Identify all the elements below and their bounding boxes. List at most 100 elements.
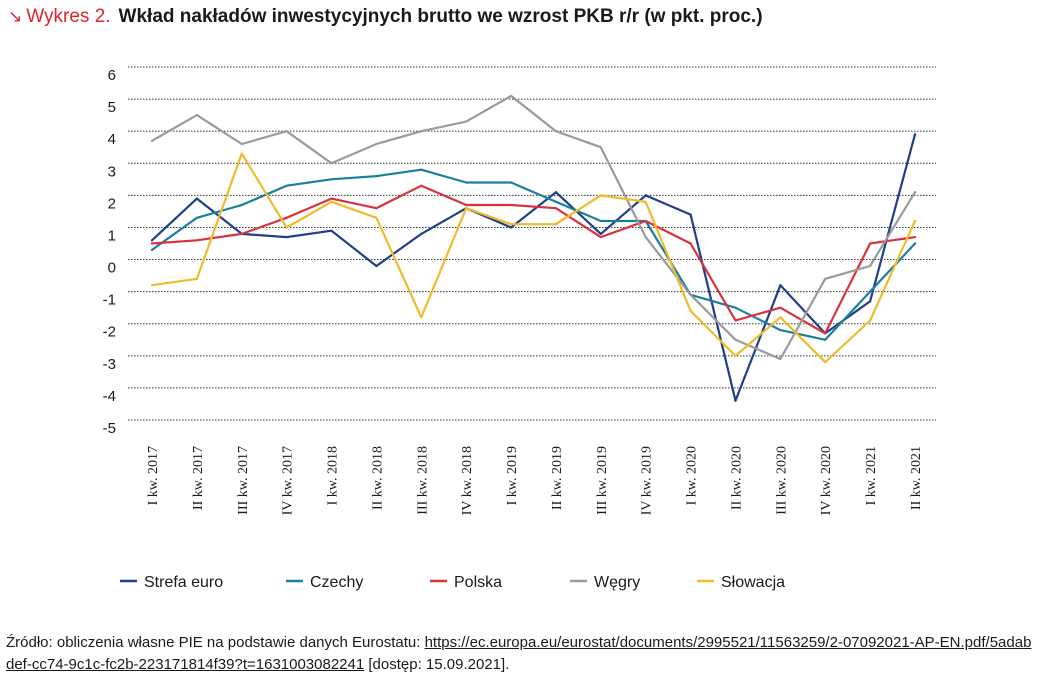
data-point <box>150 248 154 252</box>
y-tick-label: 1 <box>108 227 116 244</box>
data-point <box>465 181 468 184</box>
y-tick-label: 2 <box>108 195 116 212</box>
x-tick-label: IV kw. 2020 <box>819 446 834 515</box>
data-point <box>330 197 333 200</box>
data-point <box>509 94 513 97</box>
data-point <box>913 191 917 194</box>
x-tick-label: I kw. 2019 <box>505 446 520 505</box>
data-point <box>465 203 468 207</box>
data-point <box>599 235 602 239</box>
data-point <box>779 357 782 361</box>
data-point <box>195 239 198 242</box>
y-tick-label: 4 <box>108 131 116 148</box>
x-tick-label: III kw. 2020 <box>774 446 789 515</box>
x-tick-label: II kw. 2018 <box>370 446 385 510</box>
source-prefix: Źródło: obliczenia własne PIE na podstaw… <box>6 634 425 651</box>
y-tick-label: -2 <box>103 324 116 341</box>
data-point <box>824 332 827 335</box>
x-tick-label: IV kw. 2018 <box>460 446 475 515</box>
data-point <box>285 235 288 239</box>
series-line-polska <box>150 184 917 335</box>
y-tick-label: 5 <box>108 99 116 116</box>
data-point <box>779 329 782 332</box>
data-point <box>734 306 737 309</box>
legend-label: Słowacja <box>721 574 785 591</box>
data-point <box>644 194 647 197</box>
data-point <box>689 213 692 216</box>
legend-label: Czechy <box>310 574 363 591</box>
x-tick-label: I kw. 2021 <box>864 446 879 505</box>
data-point <box>734 354 737 357</box>
data-point <box>869 264 872 268</box>
data-point <box>734 338 737 341</box>
x-axis-ticks: I kw. 2017 II kw. 2017 III kw. 2017 IV kw. … <box>146 446 924 515</box>
data-point <box>150 239 154 242</box>
x-tick-label: II kw. 2021 <box>909 446 924 510</box>
data-point <box>195 197 198 200</box>
data-point <box>913 242 917 245</box>
data-point <box>285 226 288 229</box>
data-point <box>913 219 917 223</box>
data-point <box>509 223 513 226</box>
legend-item: Słowacja <box>697 574 785 591</box>
data-point <box>599 219 602 223</box>
data-point <box>779 316 782 319</box>
data-point <box>554 191 558 194</box>
legend: Strefa euro Czechy Polska Węgry Słowacja <box>120 574 785 591</box>
x-tick-label: II kw. 2019 <box>550 446 565 510</box>
data-point <box>150 284 154 287</box>
grid-lines <box>128 66 936 421</box>
data-point <box>824 277 827 280</box>
legend-item: Polska <box>430 574 502 591</box>
series-line-węgry <box>150 94 917 361</box>
chart-title: Wkład nakładów inwestycyjnych brutto we … <box>118 6 763 27</box>
data-point <box>285 216 288 219</box>
x-tick-label: I kw. 2017 <box>146 446 161 505</box>
data-point <box>869 319 872 322</box>
y-tick-label: 3 <box>108 163 116 180</box>
data-point <box>599 194 602 197</box>
x-tick-label: IV kw. 2019 <box>640 446 655 515</box>
x-tick-label: III kw. 2019 <box>595 446 610 515</box>
data-point <box>779 306 782 309</box>
data-point <box>689 242 692 245</box>
data-point <box>465 120 468 123</box>
legend-label: Węgry <box>594 574 640 591</box>
data-point <box>420 130 423 133</box>
y-tick-label: 0 <box>108 260 116 277</box>
source-link[interactable]: https://ec.europa.eu/eurostat/documents/… <box>6 634 1032 673</box>
series-line-strefa-euro <box>150 133 917 402</box>
series-lines <box>150 94 917 402</box>
data-point <box>420 168 423 171</box>
data-point <box>150 139 154 142</box>
data-point <box>330 178 333 181</box>
data-point <box>240 142 243 146</box>
y-tick-label: -3 <box>103 356 116 373</box>
source-note: Źródło: obliczenia własne PIE na podstaw… <box>6 632 1036 676</box>
data-point <box>375 216 378 219</box>
data-point <box>285 130 288 133</box>
data-point <box>150 242 154 245</box>
data-point <box>824 338 827 341</box>
data-point <box>195 114 198 117</box>
x-tick-label: II kw. 2020 <box>729 446 744 510</box>
series-line-słowacja <box>150 152 917 364</box>
data-point <box>689 309 692 312</box>
x-tick-label: III kw. 2018 <box>415 446 430 515</box>
data-point <box>734 399 737 402</box>
data-point <box>195 277 198 280</box>
data-point <box>554 223 558 226</box>
arrow-down-right-icon: ↘ <box>8 7 23 26</box>
data-point <box>420 184 423 187</box>
data-point <box>913 133 917 136</box>
x-tick-label: III kw. 2017 <box>236 446 251 515</box>
data-point <box>689 293 692 296</box>
data-point <box>285 184 288 187</box>
series-line-czechy <box>150 168 917 341</box>
y-axis-ticks: 6 5 4 3 2 1 0 -1 -2 -3 -4 -5 <box>103 67 116 437</box>
data-point <box>554 130 558 133</box>
data-point <box>240 152 243 155</box>
data-point <box>509 226 513 229</box>
data-point <box>599 232 602 235</box>
